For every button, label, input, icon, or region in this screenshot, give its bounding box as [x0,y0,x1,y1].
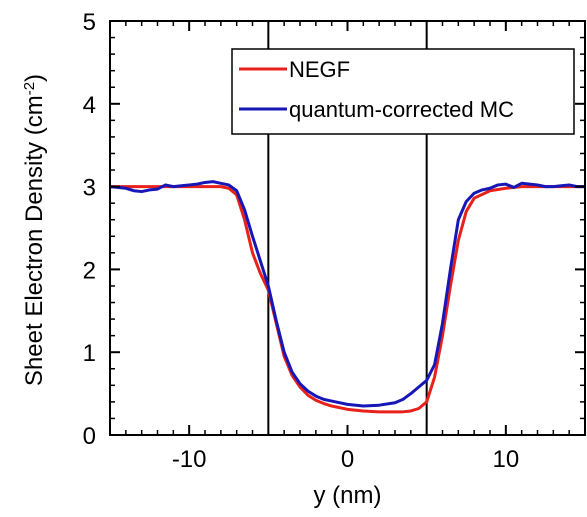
y-axis-label-main: Sheet Electron Density (cm [21,95,48,386]
x-tick-label: 10 [492,446,519,473]
x-tick-label: 0 [341,446,354,473]
y-tick-label: 2 [83,257,96,284]
x-axis-label: y (nm) [314,482,382,509]
y-tick-label: 0 [83,423,96,450]
legend-label-negf: NEGF [289,57,350,82]
y-axis-label-sup: -2 [21,82,38,95]
series-line-negf [110,185,585,414]
y-axis-label-close: ) [21,74,48,82]
legend-box [231,48,575,135]
y-tick-label: 1 [83,340,96,367]
x-tick-label: -10 [172,446,207,473]
y-tick-label: 3 [83,175,96,202]
series-layer [109,180,585,414]
legend-label-mc: quantum-corrected MC [289,97,514,122]
legend: NEGF quantum-corrected MC [231,48,575,135]
tick-labels: -10 0 10 0 1 2 3 4 5 [83,9,520,473]
major-ticks [110,20,585,436]
series-line-mc [109,180,585,408]
y-tick-label: 4 [83,92,96,119]
y-tick-label: 5 [83,9,96,36]
y-axis-label: Sheet Electron Density (cm-2) [21,74,49,386]
